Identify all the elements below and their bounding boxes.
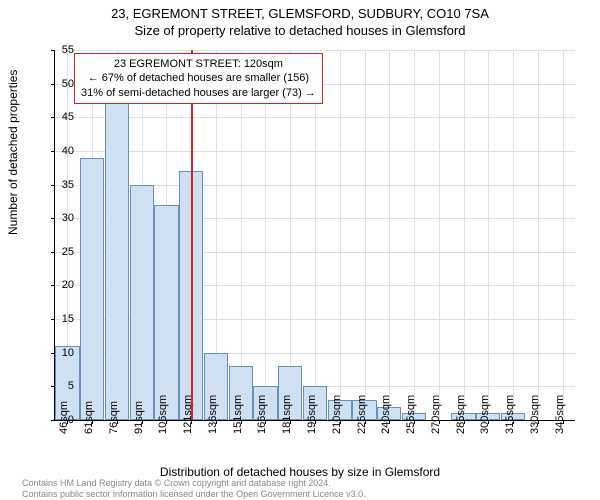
bar bbox=[130, 185, 154, 420]
ytick-label: 20 bbox=[44, 279, 74, 291]
gridline-v bbox=[513, 50, 514, 420]
gridline-v bbox=[488, 50, 489, 420]
gridline-v bbox=[365, 50, 366, 420]
gridline-v bbox=[439, 50, 440, 420]
chart-container: 23, EGREMONT STREET, GLEMSFORD, SUDBURY,… bbox=[0, 0, 600, 500]
title-sub: Size of property relative to detached ho… bbox=[0, 21, 600, 38]
ytick-label: 25 bbox=[44, 246, 74, 258]
gridline-v bbox=[389, 50, 390, 420]
ytick-label: 15 bbox=[44, 313, 74, 325]
ytick-label: 45 bbox=[44, 111, 74, 123]
gridline-v bbox=[464, 50, 465, 420]
plot: 46sqm61sqm76sqm91sqm106sqm121sqm136sqm15… bbox=[54, 50, 575, 421]
ytick-label: 0 bbox=[44, 414, 74, 426]
gridline-v bbox=[290, 50, 291, 420]
annotation-line: 23 EGREMONT STREET: 120sqm bbox=[81, 57, 316, 71]
footer-line1: Contains HM Land Registry data © Crown c… bbox=[22, 478, 366, 488]
y-axis-label: Number of detached properties bbox=[6, 70, 20, 235]
x-axis-label: Distribution of detached houses by size … bbox=[0, 465, 600, 479]
footer-line2: Contains public sector information licen… bbox=[22, 489, 366, 499]
title-main: 23, EGREMONT STREET, GLEMSFORD, SUDBURY,… bbox=[0, 0, 600, 21]
ytick-label: 55 bbox=[44, 44, 74, 56]
ytick-label: 40 bbox=[44, 145, 74, 157]
ytick-label: 10 bbox=[44, 347, 74, 359]
reference-line bbox=[191, 50, 193, 420]
gridline-v bbox=[414, 50, 415, 420]
bar bbox=[80, 158, 104, 420]
ytick-label: 5 bbox=[44, 380, 74, 392]
gridline-v bbox=[241, 50, 242, 420]
annotation-line: ← 67% of detached houses are smaller (15… bbox=[81, 71, 316, 85]
annotation-line: 31% of semi-detached houses are larger (… bbox=[81, 86, 316, 100]
gridline-v bbox=[265, 50, 266, 420]
gridline-v bbox=[340, 50, 341, 420]
gridline-v bbox=[563, 50, 564, 420]
bar bbox=[154, 205, 178, 420]
chart-area: 46sqm61sqm76sqm91sqm106sqm121sqm136sqm15… bbox=[54, 50, 574, 420]
footer-text: Contains HM Land Registry data © Crown c… bbox=[22, 478, 366, 499]
ytick-label: 50 bbox=[44, 78, 74, 90]
gridline-v bbox=[538, 50, 539, 420]
annotation-box: 23 EGREMONT STREET: 120sqm← 67% of detac… bbox=[74, 53, 323, 104]
bar bbox=[105, 84, 129, 420]
gridline-v bbox=[315, 50, 316, 420]
ytick-label: 35 bbox=[44, 179, 74, 191]
ytick-label: 30 bbox=[44, 212, 74, 224]
